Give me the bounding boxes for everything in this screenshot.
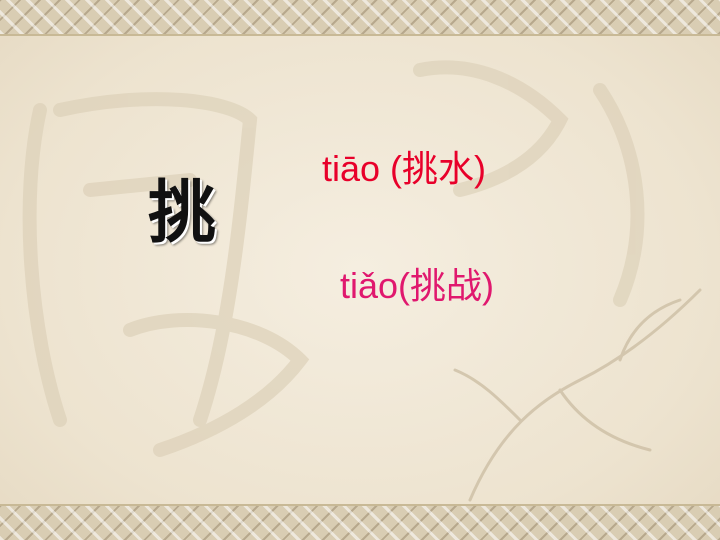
reading-tiao-third-tone: tiǎo(挑战) <box>340 265 495 306</box>
reading-tiao-first-tone: tiāo (挑水) <box>322 148 487 189</box>
branch-stroke <box>468 288 702 502</box>
bottom-decorative-border <box>0 504 720 540</box>
watermark-stroke <box>123 313 310 457</box>
top-decorative-border <box>0 0 720 36</box>
branch-stroke <box>558 388 652 452</box>
watermark-stroke <box>53 92 258 427</box>
watermark-stroke <box>22 103 67 427</box>
watermark-stroke <box>593 83 645 307</box>
watermark-stroke <box>83 173 197 197</box>
watermark-stroke <box>413 60 569 197</box>
main-character: 挑 <box>148 174 217 253</box>
branch-stroke <box>453 368 522 422</box>
branch-stroke <box>618 298 682 362</box>
